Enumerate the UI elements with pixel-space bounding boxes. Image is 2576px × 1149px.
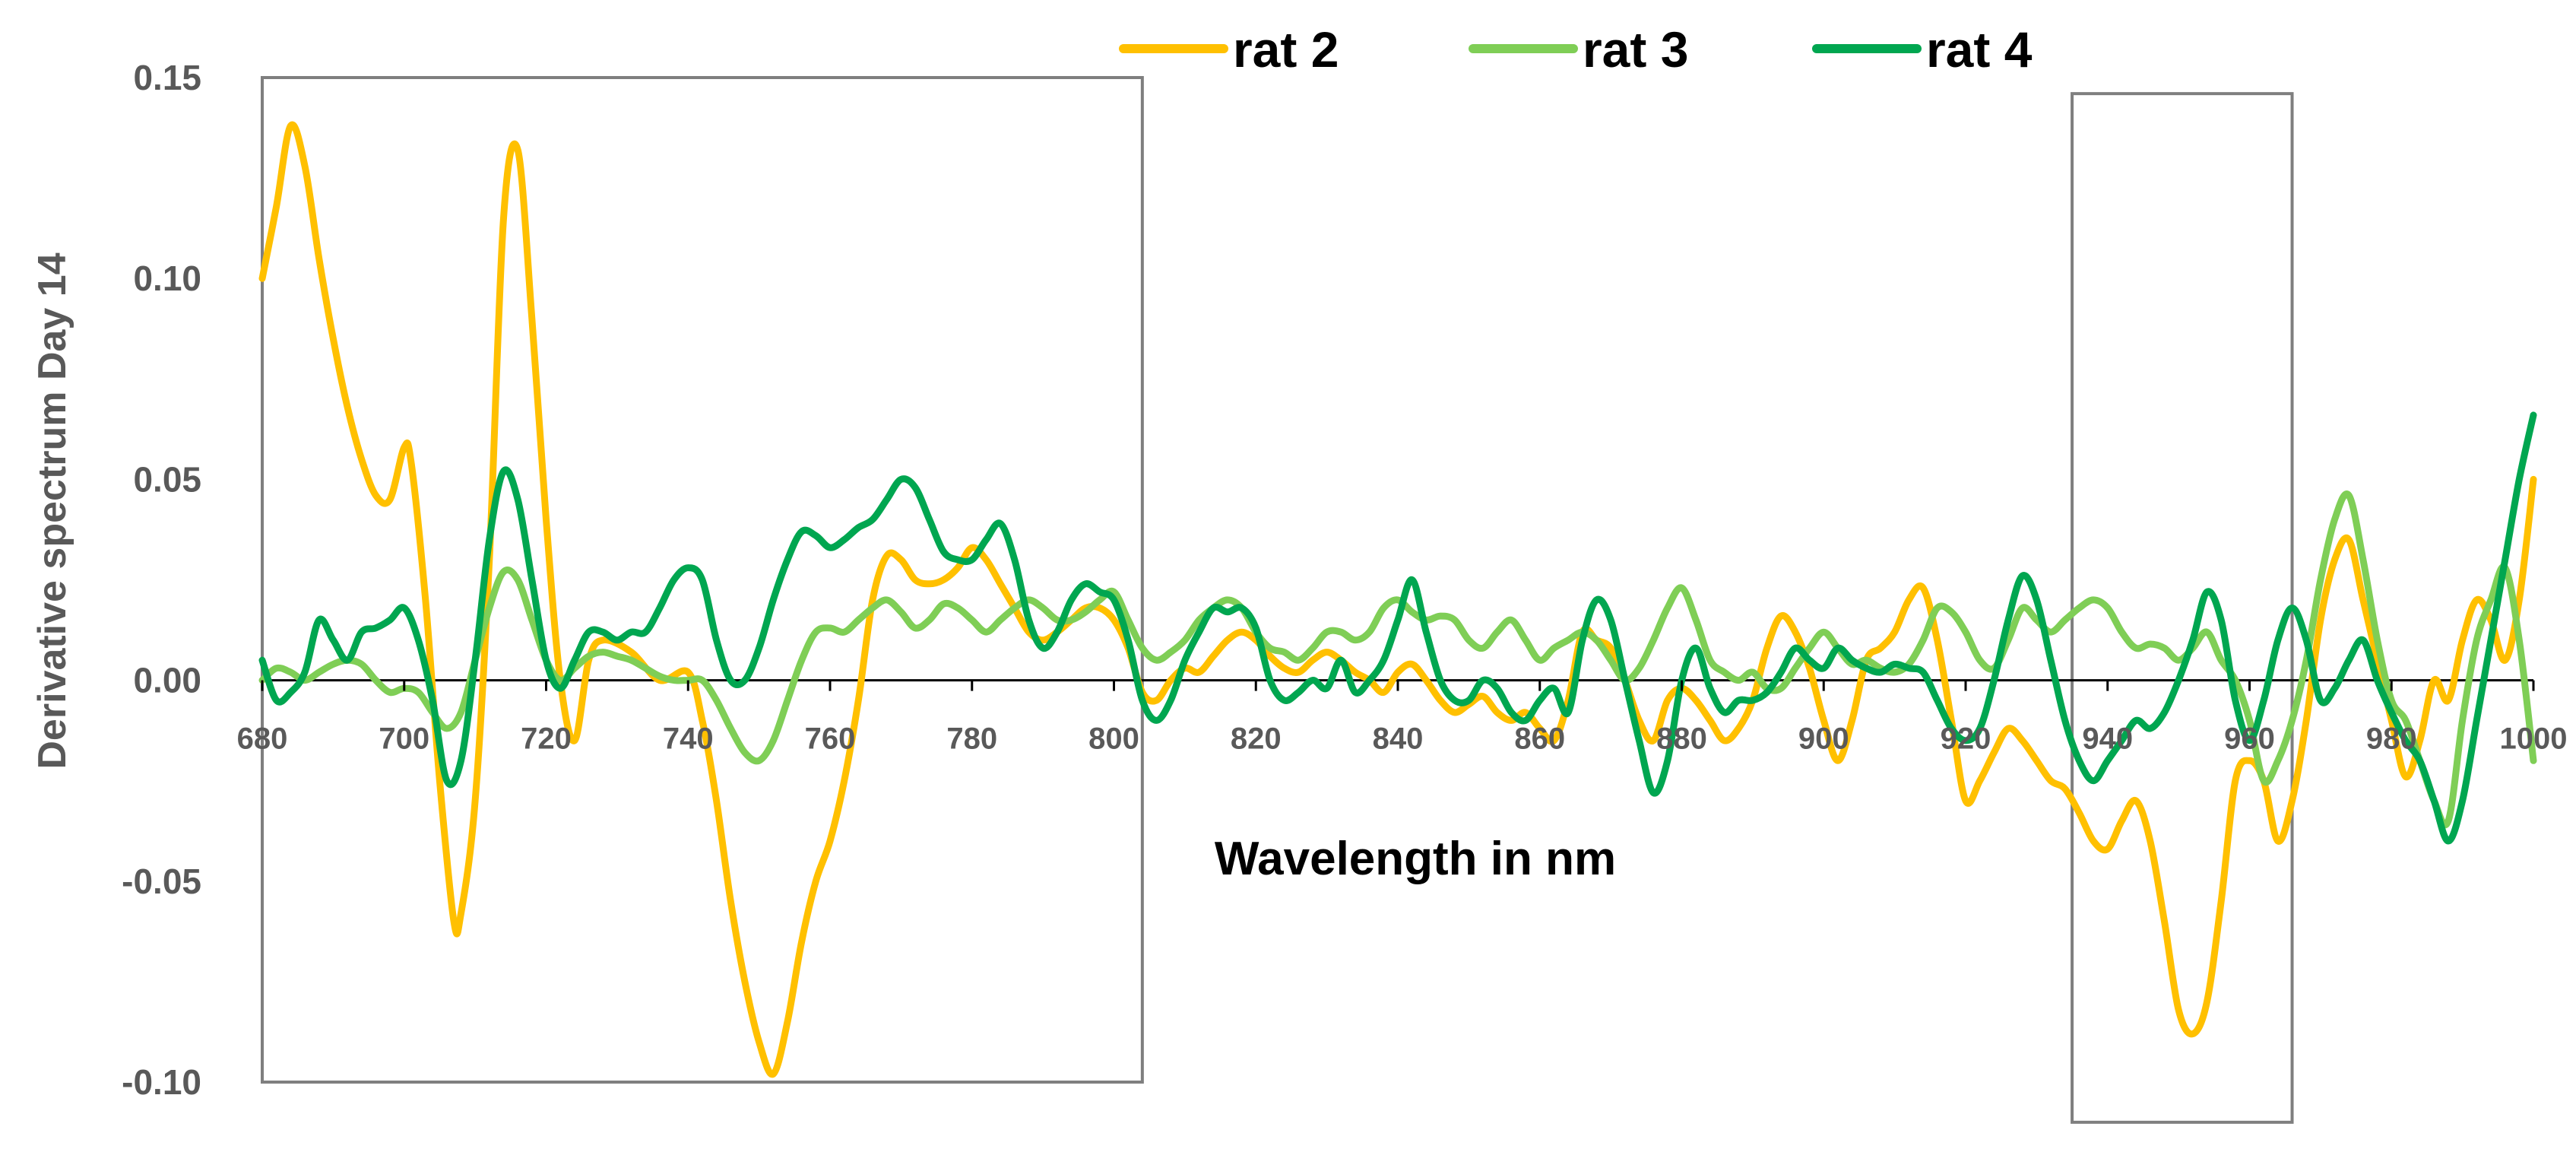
y-tick-label-4: 0.10 — [133, 259, 201, 298]
x-tick-label-980: 980 — [2366, 722, 2417, 756]
x-axis-title: Wavelength in nm — [1215, 833, 1616, 885]
x-tick-label-720: 720 — [521, 722, 572, 756]
x-tick-label-820: 820 — [1231, 722, 1282, 756]
highlight-boxes — [261, 76, 2294, 1124]
series-lines — [258, 121, 2537, 1078]
x-tick-label-900: 900 — [1798, 722, 1849, 756]
legend: rat 2 rat 3 rat 4 — [1119, 21, 2033, 78]
y-tick-label-0: -0.10 — [122, 1062, 201, 1102]
x-tick-label-960: 960 — [2224, 722, 2275, 756]
y-tick-label-1: -0.05 — [122, 862, 201, 901]
series-line-rat-3 — [258, 490, 2537, 829]
x-tick-label-840: 840 — [1373, 722, 1424, 756]
x-tick-label-760: 760 — [805, 722, 856, 756]
y-axis-ticks: -0.10 -0.05 0.00 0.05 0.10 0.15 — [122, 58, 201, 1102]
highlight-box-1 — [261, 76, 1144, 1084]
series-line-rat-4 — [258, 411, 2537, 845]
x-tick-label-940: 940 — [2082, 722, 2133, 756]
x-tick-label-700: 700 — [379, 722, 429, 756]
x-tick-label-920: 920 — [1941, 722, 1991, 756]
y-tick-label-2: 0.00 — [133, 661, 201, 700]
x-tick-label-860: 860 — [1514, 722, 1565, 756]
series-line-rat-2 — [258, 121, 2537, 1078]
x-tick-label-1000: 1000 — [2500, 722, 2568, 756]
y-tick-label-3: 0.05 — [133, 459, 201, 499]
x-tick-label-680: 680 — [237, 722, 288, 756]
x-tick-label-800: 800 — [1088, 722, 1139, 756]
x-tick-label-780: 780 — [946, 722, 997, 756]
legend-label-rat-4: rat 4 — [1926, 21, 2033, 78]
y-axis-title: Derivative spectrum Day 14 — [30, 252, 74, 769]
y-tick-label-5: 0.15 — [133, 58, 201, 97]
x-tick-label-740: 740 — [663, 722, 714, 756]
legend-label-rat-3: rat 3 — [1583, 21, 1688, 78]
x-tick-label-880: 880 — [1656, 722, 1707, 756]
legend-label-rat-2: rat 2 — [1233, 21, 1339, 78]
x-axis-ticks: 680 700 720 740 760 780 800 820 840 860 880 900 920 9… — [237, 680, 2568, 756]
